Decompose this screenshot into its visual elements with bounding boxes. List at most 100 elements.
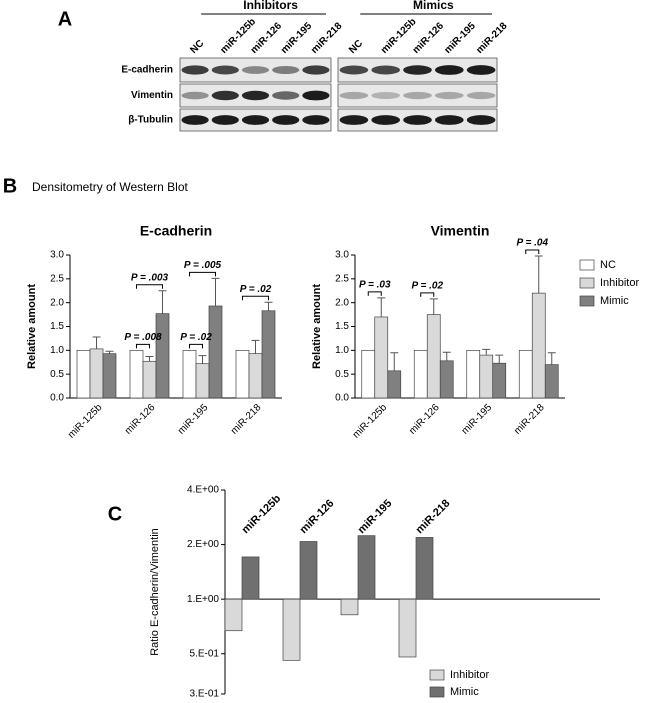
- chart-title: Vimentin: [431, 223, 490, 239]
- bar: [413, 349, 428, 399]
- blot-band: [302, 90, 330, 101]
- x-tick-label: miR-125b: [240, 492, 284, 536]
- legend-label: Inhibitor: [600, 277, 639, 289]
- bar: [299, 541, 318, 600]
- chart-title: E-cadherin: [140, 223, 212, 239]
- blot-band: [272, 66, 300, 74]
- x-tick-label: miR-195: [460, 402, 495, 437]
- x-tick-label: miR-218: [512, 402, 547, 437]
- bar: [466, 349, 481, 399]
- significance-bracket: [525, 249, 540, 254]
- blot-band: [241, 90, 270, 101]
- lane-label: miR-195: [279, 20, 315, 56]
- bar: [261, 310, 276, 399]
- y-tick-label: 1.0: [50, 345, 64, 356]
- error-bar: [390, 352, 399, 371]
- significance-label: P = .03: [359, 280, 391, 291]
- y-tick-label: 2.E+00: [187, 539, 219, 550]
- panel-label: B: [3, 175, 17, 197]
- bar: [89, 348, 104, 399]
- bar: [340, 598, 359, 616]
- x-tick-label: miR-126: [407, 402, 442, 437]
- row-label: Vimentin: [131, 90, 173, 101]
- x-tick-label: miR-126: [123, 402, 158, 437]
- significance-bracket: [420, 292, 435, 297]
- legend-swatch: [429, 686, 445, 698]
- bar: [426, 314, 441, 399]
- blot-band: [339, 91, 369, 100]
- blot-band: [181, 115, 209, 125]
- panel-label: A: [58, 8, 72, 30]
- x-tick-label: miR-125b: [66, 402, 105, 441]
- y-tick-label: 1.E+00: [187, 594, 219, 605]
- bar: [241, 556, 260, 600]
- bar: [518, 349, 533, 399]
- legend-swatch: [579, 259, 595, 271]
- lane-label: miR-218: [309, 20, 345, 56]
- group-label: Mimics: [413, 0, 454, 12]
- bar: [248, 353, 263, 399]
- significance-bracket: [367, 291, 382, 296]
- bar: [387, 370, 402, 399]
- error-bar: [442, 351, 451, 361]
- y-tick-label: 1.5: [50, 321, 64, 332]
- blot-band: [371, 65, 401, 75]
- blot-band: [434, 91, 464, 100]
- blot-band: [403, 115, 432, 125]
- legend-label: Inhibitor: [450, 669, 489, 681]
- blot-band: [272, 91, 300, 100]
- significance-label: P = .02: [180, 332, 212, 343]
- y-axis-label: Ratio E-cadherin/Vimentin: [149, 528, 161, 656]
- blot-band: [181, 65, 209, 75]
- y-tick-label: 3.0: [335, 250, 349, 261]
- blot-band: [371, 115, 401, 125]
- blot-band: [211, 90, 239, 101]
- blot-band: [302, 65, 330, 75]
- y-tick-label: 2.5: [50, 273, 64, 284]
- lane-label: miR-195: [443, 20, 479, 56]
- bar: [76, 349, 91, 399]
- significance-label: P = .003: [131, 272, 169, 283]
- blot-band: [466, 91, 496, 100]
- blot-background: [337, 83, 498, 108]
- lane-label: miR-218: [474, 20, 510, 56]
- blot-band: [272, 115, 300, 125]
- bar: [398, 598, 417, 658]
- lane-label: NC: [347, 38, 365, 56]
- error-bar: [211, 277, 220, 307]
- blot-band: [211, 65, 239, 75]
- row-label: β-Tubulin: [128, 115, 173, 126]
- error-bar: [534, 255, 543, 294]
- blot-band: [339, 115, 369, 125]
- x-tick-label: miR-218: [229, 402, 264, 437]
- legend-label: NC: [600, 259, 616, 271]
- blot-band: [466, 115, 496, 125]
- panel-label: C: [108, 503, 122, 525]
- error-bar: [495, 354, 504, 364]
- row-label: E-cadherin: [121, 65, 173, 76]
- error-bar: [105, 350, 114, 354]
- significance-bracket: [189, 271, 216, 277]
- error-bar: [145, 356, 154, 362]
- legend-swatch: [579, 277, 595, 289]
- legend-swatch: [429, 669, 445, 681]
- blot-band: [241, 115, 270, 125]
- error-bar: [547, 352, 556, 365]
- blot-band: [211, 115, 239, 125]
- x-tick-label: miR-218: [414, 497, 453, 536]
- significance-label: P = .005: [184, 260, 222, 271]
- bar: [282, 598, 301, 661]
- error-bar: [377, 297, 386, 317]
- y-tick-label: 3.0: [50, 250, 64, 261]
- blot-band: [181, 91, 209, 100]
- x-tick-label: miR-125b: [351, 402, 390, 441]
- legend-label: Mimic: [450, 686, 479, 698]
- blot-band: [466, 65, 496, 75]
- y-tick-label: 5.E-01: [190, 648, 220, 659]
- error-bar: [482, 348, 491, 356]
- y-tick-label: 1.5: [335, 321, 349, 332]
- blot-band: [403, 91, 432, 100]
- blot-band: [241, 66, 270, 74]
- bar: [142, 360, 157, 399]
